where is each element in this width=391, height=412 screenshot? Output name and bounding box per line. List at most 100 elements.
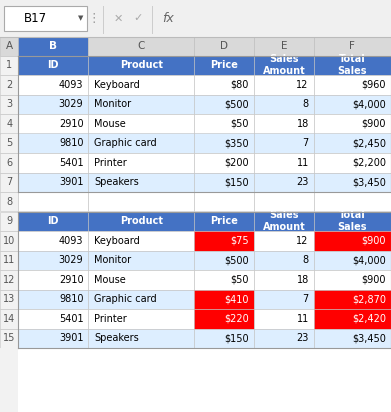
Bar [254,211,314,231]
Bar [0,114,18,133]
Bar [254,114,314,133]
Bar [0,0,391,37]
Text: $150: $150 [224,333,249,343]
Bar [4,6,87,31]
Text: 3029: 3029 [59,255,83,265]
Text: ▼: ▼ [78,16,83,21]
Bar [0,56,18,75]
Text: E: E [281,41,287,51]
Bar [314,37,391,56]
Bar [18,348,391,412]
Bar [254,192,314,211]
Text: 2910: 2910 [59,119,83,129]
Text: Product: Product [120,60,163,70]
Bar [0,290,18,309]
Bar [18,231,88,250]
Text: 9810: 9810 [59,294,83,304]
Bar [0,173,18,192]
Bar [194,192,254,211]
Text: 4093: 4093 [59,80,83,90]
Text: Printer: Printer [94,314,127,324]
Text: $350: $350 [224,138,249,148]
Text: $500: $500 [224,99,249,109]
Text: B17: B17 [24,12,47,25]
Text: $2,870: $2,870 [352,294,386,304]
Bar [314,114,391,133]
Bar [0,153,18,173]
Bar [314,211,391,231]
Text: 23: 23 [296,333,309,343]
Bar [88,250,194,270]
Bar [0,94,18,114]
Text: $150: $150 [224,177,249,187]
Text: 9810: 9810 [59,138,83,148]
Bar [254,270,314,290]
Text: $2,450: $2,450 [352,138,386,148]
Bar [314,56,391,75]
Text: F: F [350,41,355,51]
Text: $80: $80 [231,80,249,90]
Text: 4: 4 [6,119,12,129]
Text: Sales
Amount: Sales Amount [262,54,305,76]
Bar [194,37,254,56]
Text: Keyboard: Keyboard [94,80,140,90]
Bar [88,309,194,328]
Text: $960: $960 [362,80,386,90]
Bar [88,173,194,192]
Bar [314,309,391,328]
Text: 3901: 3901 [59,177,83,187]
Text: $900: $900 [362,236,386,246]
Bar [18,94,88,114]
Text: 4093: 4093 [59,236,83,246]
Bar [0,250,18,270]
Bar [18,56,88,75]
Text: $50: $50 [231,119,249,129]
Text: A: A [5,41,13,51]
Bar [18,114,88,133]
Text: ID: ID [48,216,59,226]
Bar [0,270,18,290]
Text: $200: $200 [224,158,249,168]
Text: 5401: 5401 [59,158,83,168]
Text: 9: 9 [6,216,12,226]
Text: $900: $900 [362,119,386,129]
Text: 3901: 3901 [59,333,83,343]
Text: Price: Price [210,60,238,70]
Bar [0,37,18,56]
Bar [0,348,18,412]
Bar [0,75,18,94]
Text: fx: fx [162,12,174,25]
Bar [254,173,314,192]
Bar [194,231,254,250]
Text: D: D [220,41,228,51]
Bar [314,328,391,348]
Text: $50: $50 [231,275,249,285]
Bar [88,231,194,250]
Bar [88,94,194,114]
Bar [194,250,254,270]
Text: B: B [49,41,57,51]
Text: Sales
Amount: Sales Amount [262,211,305,232]
Bar [18,37,88,56]
Bar [88,37,194,56]
Bar [194,328,254,348]
Bar [254,309,314,328]
Text: 12: 12 [3,275,15,285]
Text: 3029: 3029 [59,99,83,109]
Text: Graphic card: Graphic card [94,138,157,148]
Text: Speakers: Speakers [94,177,139,187]
Text: 7: 7 [303,294,309,304]
Text: 6: 6 [6,158,12,168]
Bar [194,114,254,133]
Bar [18,250,88,270]
Text: 12: 12 [296,80,309,90]
Text: Monitor: Monitor [94,99,131,109]
Text: 12: 12 [296,236,309,246]
Bar [314,231,391,250]
Bar [194,153,254,173]
Text: 7: 7 [6,177,12,187]
Bar [254,231,314,250]
Bar [18,328,88,348]
Bar [0,309,18,328]
Bar [18,309,88,328]
